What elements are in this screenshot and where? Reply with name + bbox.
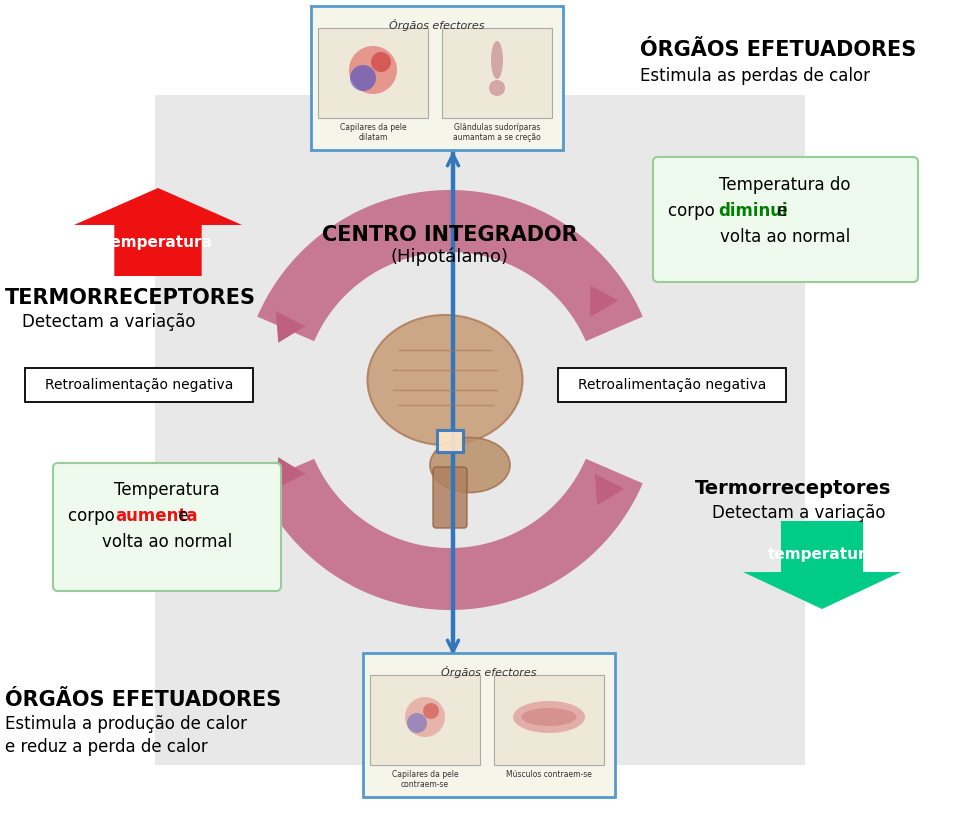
Text: Órgãos efectores: Órgãos efectores (389, 19, 485, 31)
Ellipse shape (513, 701, 585, 733)
Polygon shape (74, 188, 242, 276)
FancyBboxPatch shape (25, 368, 253, 402)
Polygon shape (257, 459, 643, 610)
Ellipse shape (368, 315, 522, 445)
Text: (Hipotálamo): (Hipotálamo) (391, 248, 509, 266)
Text: Detectam a variação: Detectam a variação (22, 313, 196, 331)
Text: CENTRO INTEGRADOR: CENTRO INTEGRADOR (323, 225, 578, 245)
Text: e reduz a perda de calor: e reduz a perda de calor (5, 738, 207, 756)
Text: Estimula a produção de calor: Estimula a produção de calor (5, 715, 247, 733)
Circle shape (489, 80, 505, 96)
Polygon shape (276, 458, 305, 489)
Circle shape (350, 65, 376, 91)
Ellipse shape (521, 708, 577, 726)
FancyBboxPatch shape (363, 653, 615, 797)
Text: Retroalimentação negativa: Retroalimentação negativa (578, 378, 766, 392)
Text: Músculos contraem-se: Músculos contraem-se (506, 770, 592, 779)
Ellipse shape (430, 437, 510, 493)
Text: e: e (772, 202, 787, 220)
Circle shape (407, 713, 427, 733)
FancyBboxPatch shape (370, 675, 480, 765)
Text: temperatura: temperatura (104, 235, 212, 250)
Text: Termorreceptores: Termorreceptores (695, 479, 892, 498)
Text: corpo: corpo (68, 507, 120, 525)
Circle shape (371, 52, 391, 72)
Text: Capilares da pele
dilatam: Capilares da pele dilatam (340, 123, 406, 142)
Text: volta ao normal: volta ao normal (720, 228, 851, 246)
FancyBboxPatch shape (318, 28, 428, 118)
Circle shape (349, 46, 397, 94)
Text: ÓRGÃOS EFETUADORES: ÓRGÃOS EFETUADORES (5, 690, 281, 710)
Text: Retroalimentação negativa: Retroalimentação negativa (45, 378, 233, 392)
Text: volta ao normal: volta ao normal (102, 533, 232, 551)
FancyBboxPatch shape (442, 28, 552, 118)
Circle shape (423, 703, 439, 719)
FancyBboxPatch shape (558, 368, 786, 402)
Text: corpo: corpo (668, 202, 720, 220)
Text: Glândulas sudoríparas
aumantam a se creção: Glândulas sudoríparas aumantam a se creç… (453, 123, 540, 142)
Text: temperatura: temperatura (768, 547, 876, 562)
FancyBboxPatch shape (494, 675, 604, 765)
Text: Estimula as perdas de calor: Estimula as perdas de calor (640, 67, 870, 85)
Ellipse shape (491, 41, 503, 79)
Text: diminui: diminui (718, 202, 787, 220)
Polygon shape (595, 474, 624, 506)
Polygon shape (589, 286, 618, 317)
FancyBboxPatch shape (437, 430, 463, 452)
Text: Capilares da pele
contraem-se: Capilares da pele contraem-se (392, 770, 458, 789)
Text: TERMORRECEPTORES: TERMORRECEPTORES (5, 288, 256, 308)
Text: Temperatura do: Temperatura do (719, 176, 851, 194)
Text: ÓRGÃOS EFETUADORES: ÓRGÃOS EFETUADORES (640, 40, 916, 60)
FancyBboxPatch shape (433, 467, 467, 528)
FancyBboxPatch shape (311, 6, 563, 150)
Text: Detectam a variação: Detectam a variação (712, 504, 885, 522)
FancyBboxPatch shape (155, 95, 805, 765)
Polygon shape (257, 190, 643, 342)
Text: Temperatura: Temperatura (114, 481, 220, 499)
Text: Órgãos efectores: Órgãos efectores (442, 666, 537, 678)
Polygon shape (276, 311, 305, 343)
Text: aumenta: aumenta (115, 507, 198, 525)
Text: e: e (173, 507, 188, 525)
FancyBboxPatch shape (653, 157, 918, 282)
Circle shape (405, 697, 445, 737)
FancyBboxPatch shape (53, 463, 281, 591)
Polygon shape (743, 521, 901, 609)
